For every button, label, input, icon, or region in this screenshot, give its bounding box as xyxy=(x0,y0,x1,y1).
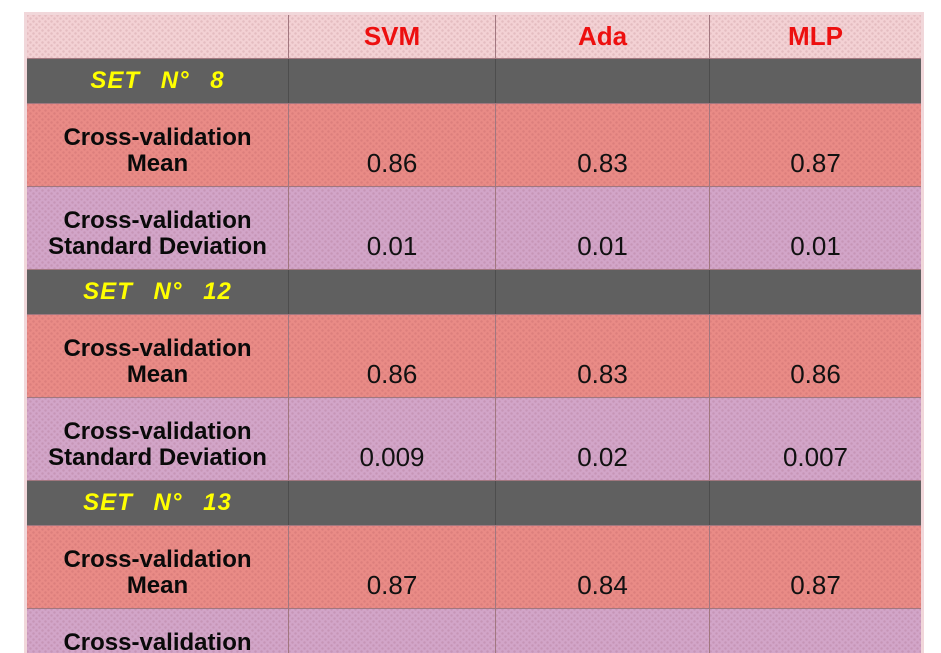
set-8-row: SET N° 8 xyxy=(25,58,923,104)
set-13-mean-svm: 0.87 xyxy=(288,525,496,609)
row-label-line-1: Cross-validation xyxy=(63,418,252,445)
row-label-line-1: Cross-validation xyxy=(63,335,252,362)
set-13-label: SET N° 13 xyxy=(25,480,289,526)
set-12-mean-label: Cross-validation Mean xyxy=(25,314,289,398)
set-8-empty-svm xyxy=(288,58,496,104)
table-header-row: SVM Ada MLP xyxy=(25,13,923,59)
set-12-empty-mlp xyxy=(709,269,923,315)
set-13-std-mlp: 0.01 xyxy=(709,608,923,653)
row-label-line-1: Cross-validation xyxy=(63,546,252,573)
set-12-std-row: Cross-validation Standard Deviation 0.00… xyxy=(25,397,923,481)
set-13-std-row: Cross-validation Standard Deviation 0.01… xyxy=(25,608,923,653)
row-label-line-2: Mean xyxy=(126,150,189,177)
row-label-line-2: Standard Deviation xyxy=(48,233,267,260)
set-8-label: SET N° 8 xyxy=(25,58,289,104)
set-8-std-mlp: 0.01 xyxy=(709,186,923,270)
set-12-mean-ada: 0.83 xyxy=(495,314,710,398)
row-label-line-1: Cross-validation xyxy=(63,629,252,653)
set-12-row: SET N° 12 xyxy=(25,269,923,315)
row-label-line-1: Cross-validation xyxy=(63,124,252,151)
set-13-empty-svm xyxy=(288,480,496,526)
set-12-label: SET N° 12 xyxy=(25,269,289,315)
set-12-std-ada: 0.02 xyxy=(495,397,710,481)
set-13-mean-label: Cross-validation Mean xyxy=(25,525,289,609)
row-label-line-2: Mean xyxy=(126,361,189,388)
set-12-std-svm: 0.009 xyxy=(288,397,496,481)
row-label-line-2: Mean xyxy=(126,572,189,599)
set-8-mean-mlp: 0.87 xyxy=(709,103,923,187)
set-13-empty-ada xyxy=(495,480,710,526)
set-13-mean-ada: 0.84 xyxy=(495,525,710,609)
set-8-mean-ada: 0.83 xyxy=(495,103,710,187)
set-8-mean-row: Cross-validation Mean 0.86 0.83 0.87 xyxy=(25,103,923,187)
results-table-wrap: SVM Ada MLP SET N° 8 Cross-validation Me… xyxy=(24,12,924,653)
set-13-row: SET N° 13 xyxy=(25,480,923,526)
set-13-std-svm: 0.01 xyxy=(288,608,496,653)
set-8-std-row: Cross-validation Standard Deviation 0.01… xyxy=(25,186,923,270)
row-label-line-2: Standard Deviation xyxy=(48,444,267,471)
set-12-mean-mlp: 0.86 xyxy=(709,314,923,398)
corner-cell xyxy=(25,13,289,59)
col-header-svm: SVM xyxy=(288,13,496,59)
col-header-mlp: MLP xyxy=(709,13,923,59)
set-8-std-ada: 0.01 xyxy=(495,186,710,270)
set-13-empty-mlp xyxy=(709,480,923,526)
set-12-empty-svm xyxy=(288,269,496,315)
set-13-std-label: Cross-validation Standard Deviation xyxy=(25,608,289,653)
set-8-empty-mlp xyxy=(709,58,923,104)
set-8-std-svm: 0.01 xyxy=(288,186,496,270)
set-8-std-label: Cross-validation Standard Deviation xyxy=(25,186,289,270)
set-8-empty-ada xyxy=(495,58,710,104)
cross-validation-results-table: SVM Ada MLP SET N° 8 Cross-validation Me… xyxy=(24,12,924,653)
col-header-ada: Ada xyxy=(495,13,710,59)
set-12-std-mlp: 0.007 xyxy=(709,397,923,481)
set-13-std-ada: 0.02 xyxy=(495,608,710,653)
set-13-mean-row: Cross-validation Mean 0.87 0.84 0.87 xyxy=(25,525,923,609)
set-13-mean-mlp: 0.87 xyxy=(709,525,923,609)
set-12-empty-ada xyxy=(495,269,710,315)
set-12-mean-svm: 0.86 xyxy=(288,314,496,398)
set-12-std-label: Cross-validation Standard Deviation xyxy=(25,397,289,481)
row-label-line-1: Cross-validation xyxy=(63,207,252,234)
set-8-mean-svm: 0.86 xyxy=(288,103,496,187)
set-12-mean-row: Cross-validation Mean 0.86 0.83 0.86 xyxy=(25,314,923,398)
set-8-mean-label: Cross-validation Mean xyxy=(25,103,289,187)
